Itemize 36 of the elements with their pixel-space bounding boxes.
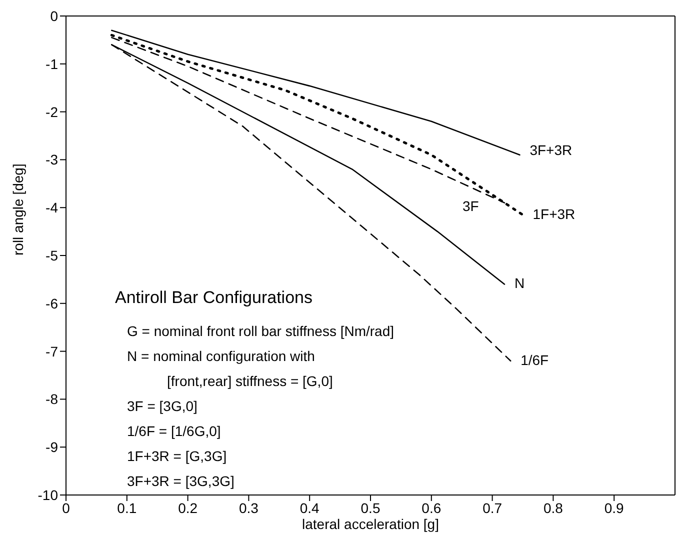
y-tick-label: -8 bbox=[46, 391, 58, 408]
x-tick-label: 0.3 bbox=[238, 500, 259, 516]
x-tick-label: 0.4 bbox=[300, 500, 320, 516]
text: 1/6F = [1/6G,0] bbox=[127, 423, 221, 439]
x-tick-label: 0.2 bbox=[178, 500, 198, 516]
series-label: 3F+3R bbox=[530, 142, 572, 158]
x-tick-label: 0.8 bbox=[543, 500, 564, 516]
y-tick-label: -3 bbox=[46, 152, 58, 168]
series-label: N bbox=[514, 275, 525, 292]
text: G = nominal front roll bar stiffness [Nm/rad] bbox=[127, 323, 394, 339]
text: 3F = [3G,0] bbox=[127, 398, 198, 414]
series-label: 1/6F bbox=[520, 352, 549, 368]
y-tick-label: -2 bbox=[46, 104, 58, 120]
text: 1F+3R = [G,3G] bbox=[127, 448, 227, 464]
x-tick-label: 0.1 bbox=[117, 500, 137, 516]
x-axis-title: lateral acceleration [g] bbox=[302, 516, 439, 532]
y-tick-label: -5 bbox=[46, 247, 58, 264]
text: N = nominal configuration with bbox=[127, 348, 315, 364]
x-tick-label: 0.6 bbox=[422, 500, 442, 516]
series-label: 1F+3R bbox=[532, 206, 576, 222]
x-tick-label: 0.7 bbox=[482, 500, 502, 516]
y-tick-label: -7 bbox=[46, 343, 58, 360]
text: 3F+3R = [3G,3G] bbox=[127, 473, 234, 489]
series-label: 3F bbox=[462, 198, 479, 214]
y-tick-label: 0 bbox=[50, 8, 58, 24]
y-tick-label: -4 bbox=[46, 200, 58, 216]
y-tick-label: -10 bbox=[38, 486, 58, 503]
text: Antiroll Bar Configurations bbox=[115, 288, 312, 307]
y-tick-label: -6 bbox=[46, 295, 58, 312]
text: [front,rear] stiffness = [G,0] bbox=[167, 373, 333, 389]
x-tick-label: 0.5 bbox=[360, 500, 380, 516]
x-tick-label: 0 bbox=[62, 500, 70, 516]
y-axis-title: roll angle [deg] bbox=[10, 164, 26, 256]
y-tick-label: -1 bbox=[46, 56, 58, 72]
y-tick-label: -9 bbox=[46, 439, 58, 456]
x-tick-label: 0.9 bbox=[604, 500, 624, 516]
